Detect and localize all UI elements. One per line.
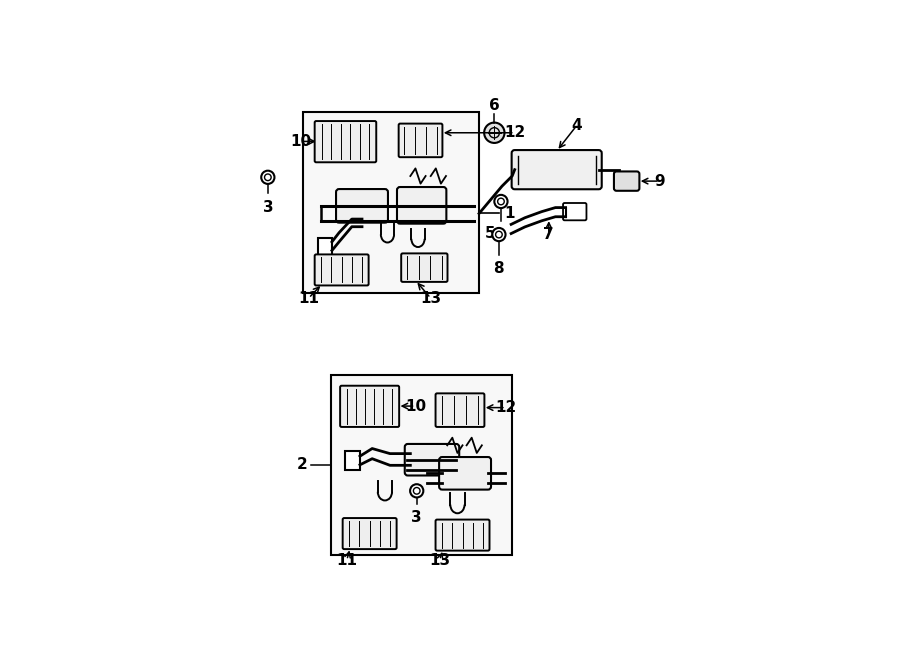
FancyBboxPatch shape <box>336 189 388 223</box>
FancyBboxPatch shape <box>399 124 443 157</box>
Text: 13: 13 <box>429 553 450 568</box>
Circle shape <box>410 485 423 498</box>
Text: 6: 6 <box>489 98 500 114</box>
Circle shape <box>413 488 420 494</box>
FancyBboxPatch shape <box>405 444 459 475</box>
Text: 4: 4 <box>572 118 582 133</box>
Circle shape <box>498 198 504 205</box>
FancyBboxPatch shape <box>436 520 490 551</box>
Text: 3: 3 <box>263 200 274 215</box>
Text: 7: 7 <box>544 227 554 242</box>
FancyBboxPatch shape <box>340 386 400 427</box>
Circle shape <box>494 195 508 208</box>
FancyBboxPatch shape <box>397 187 446 223</box>
Text: 5: 5 <box>484 226 495 241</box>
Text: 13: 13 <box>420 291 441 305</box>
Text: 12: 12 <box>504 126 526 140</box>
Text: 8: 8 <box>493 261 504 276</box>
Text: 10: 10 <box>405 399 426 414</box>
Text: 9: 9 <box>654 174 665 188</box>
FancyBboxPatch shape <box>343 518 397 549</box>
Text: 2: 2 <box>296 457 307 473</box>
Circle shape <box>261 171 274 184</box>
FancyBboxPatch shape <box>439 457 491 490</box>
FancyBboxPatch shape <box>401 253 447 282</box>
Bar <box>303 112 479 293</box>
Circle shape <box>484 122 505 143</box>
FancyBboxPatch shape <box>436 393 484 427</box>
Text: 1: 1 <box>505 206 515 221</box>
Circle shape <box>496 231 502 238</box>
FancyBboxPatch shape <box>614 171 639 191</box>
Text: 3: 3 <box>411 510 422 525</box>
FancyBboxPatch shape <box>315 254 369 286</box>
Bar <box>318 238 332 257</box>
FancyBboxPatch shape <box>563 203 587 220</box>
FancyBboxPatch shape <box>511 150 602 189</box>
Bar <box>331 375 512 555</box>
Circle shape <box>492 228 506 241</box>
FancyBboxPatch shape <box>315 121 376 163</box>
Circle shape <box>490 128 500 138</box>
Bar <box>345 451 360 471</box>
Text: 11: 11 <box>298 291 320 305</box>
Text: 11: 11 <box>337 553 357 568</box>
Text: 12: 12 <box>495 400 517 415</box>
Text: 10: 10 <box>291 134 311 149</box>
Circle shape <box>265 174 271 180</box>
